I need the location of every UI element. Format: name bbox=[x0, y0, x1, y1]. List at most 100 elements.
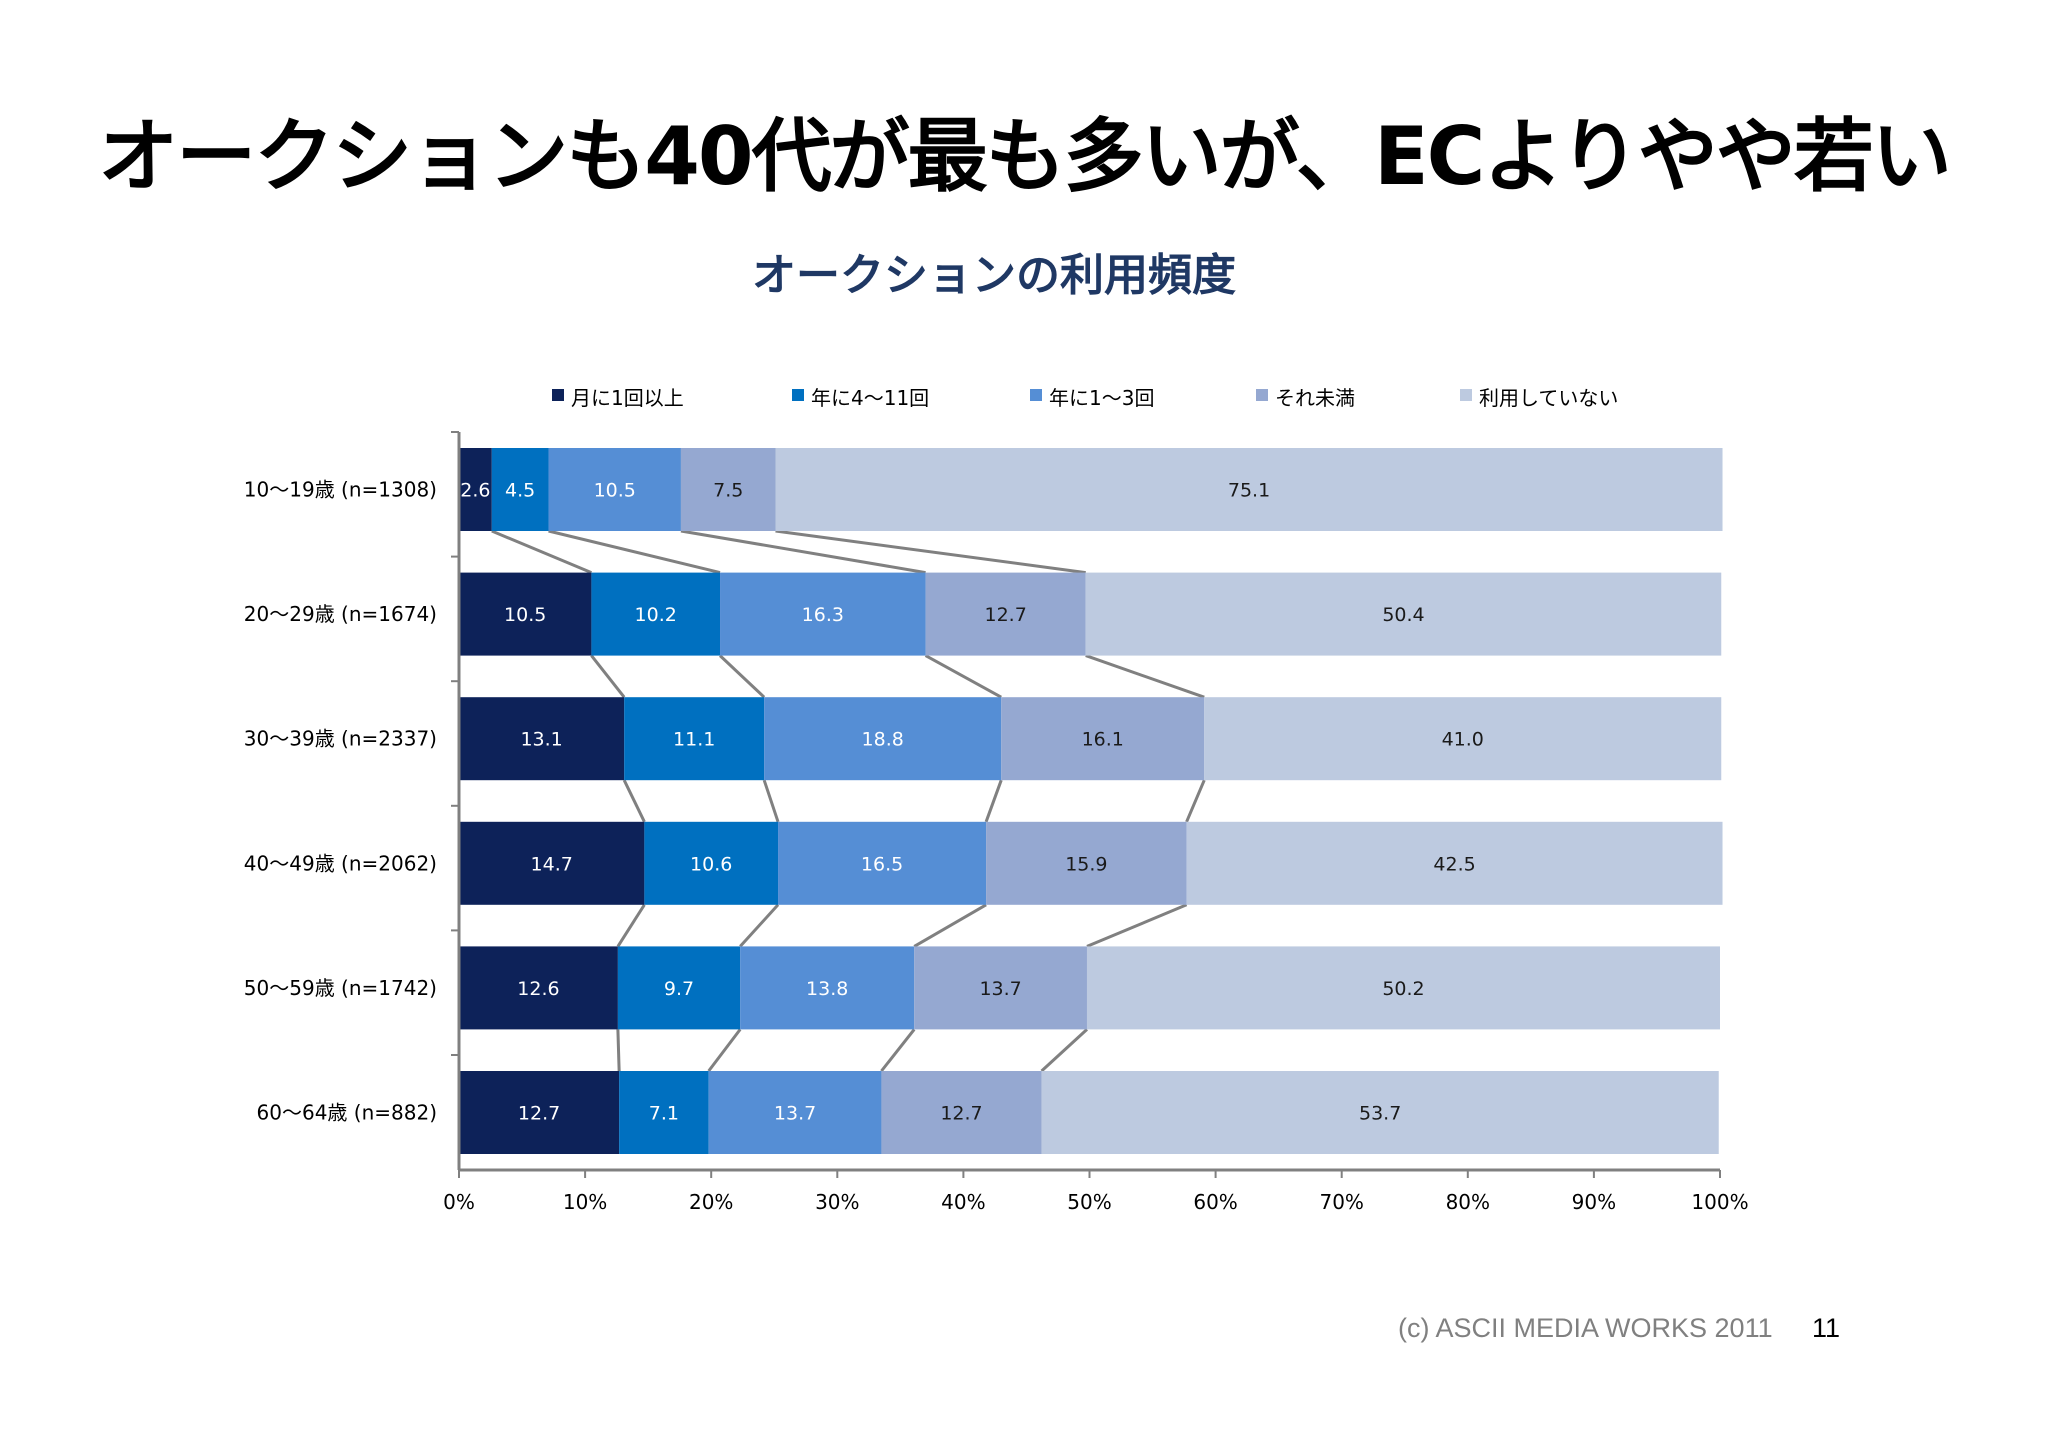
bar-segment bbox=[459, 572, 592, 656]
x-tick-label: 40% bbox=[941, 1190, 985, 1214]
bar-segment bbox=[986, 821, 1187, 905]
legend-swatch bbox=[1460, 389, 1472, 401]
data-label: 13.1 bbox=[520, 729, 562, 751]
series-line bbox=[616, 903, 646, 948]
category-label: 20～29歳 (n=1674) bbox=[244, 602, 437, 626]
legend-swatch bbox=[792, 389, 804, 401]
data-label: 16.5 bbox=[861, 853, 903, 875]
category-label: 40～49歳 (n=2062) bbox=[244, 851, 437, 875]
data-label: 10.5 bbox=[504, 604, 546, 626]
chart-title: オークションの利用頻度 bbox=[752, 250, 1236, 301]
data-label: 9.7 bbox=[664, 978, 694, 1000]
bar-segment bbox=[1186, 821, 1723, 905]
data-label: 15.9 bbox=[1065, 853, 1107, 875]
legend-label: 月に1回以上 bbox=[571, 386, 684, 410]
series-line bbox=[718, 654, 766, 699]
slide-title: オークションも40代が最も多いが、ECよりやや若い bbox=[98, 110, 1952, 203]
series-line bbox=[762, 779, 780, 823]
x-tick-label: 70% bbox=[1319, 1190, 1363, 1214]
series-line bbox=[548, 529, 721, 575]
bar-segment bbox=[619, 1071, 709, 1154]
bar-segment bbox=[680, 448, 776, 531]
bar-segment bbox=[881, 1071, 1042, 1154]
x-tick-label: 30% bbox=[815, 1190, 859, 1214]
data-label: 10.2 bbox=[635, 604, 677, 626]
series-line bbox=[1085, 654, 1205, 699]
x-tick-label: 100% bbox=[1691, 1190, 1748, 1214]
category-label: 60～64歳 (n=882) bbox=[257, 1101, 437, 1125]
bar-segment bbox=[775, 448, 1723, 531]
bar-segment bbox=[644, 821, 779, 905]
series-line bbox=[680, 529, 926, 575]
x-tick-label: 60% bbox=[1193, 1190, 1237, 1214]
bar-segment bbox=[459, 821, 645, 905]
bar-segment bbox=[1085, 572, 1722, 656]
data-label: 16.3 bbox=[802, 604, 844, 626]
bar-segment bbox=[778, 821, 987, 905]
legend-swatch bbox=[1256, 389, 1268, 401]
data-label: 12.7 bbox=[984, 604, 1026, 626]
data-label: 7.5 bbox=[713, 480, 743, 502]
x-tick-label: 50% bbox=[1067, 1190, 1111, 1214]
series-lines bbox=[491, 529, 1206, 1073]
data-label: 13.7 bbox=[774, 1103, 816, 1125]
data-label: 53.7 bbox=[1359, 1103, 1401, 1125]
x-tick-label: 20% bbox=[689, 1190, 733, 1214]
data-label: 41.0 bbox=[1442, 729, 1484, 751]
data-label: 4.5 bbox=[505, 480, 535, 502]
series-line bbox=[1185, 779, 1206, 823]
bar-segment bbox=[624, 697, 765, 781]
axis-group: 10～19歳 (n=1308) 20～29歳 (n=1674) 30～39歳 (n=… bbox=[244, 431, 1749, 1214]
bar-segment bbox=[708, 1071, 882, 1154]
data-label: 16.1 bbox=[1082, 729, 1124, 751]
series-line bbox=[739, 903, 780, 948]
series-line bbox=[491, 529, 592, 574]
bars-group bbox=[459, 448, 1723, 1154]
data-label: 14.7 bbox=[531, 853, 573, 875]
legend: 月に1回以上 年に4～11回 年に1～3回 それ未満 利用していない bbox=[552, 386, 1618, 410]
series-line bbox=[984, 779, 1003, 823]
data-label: 50.2 bbox=[1382, 978, 1424, 1000]
x-tick-label: 90% bbox=[1572, 1190, 1616, 1214]
x-tick-label: 10% bbox=[563, 1190, 607, 1214]
bar-segment bbox=[617, 946, 741, 1030]
data-label: 13.7 bbox=[979, 978, 1021, 1000]
bar-segment bbox=[740, 946, 915, 1030]
category-label: 10～19歳 (n=1308) bbox=[244, 478, 437, 502]
bar-segment bbox=[459, 946, 618, 1030]
category-label: 50～59歳 (n=1742) bbox=[244, 976, 437, 1000]
series-line bbox=[1086, 903, 1188, 948]
data-labels: 2.6 4.5 10.5 7.5 75.1 10.5 10.2 16.3 12.7 50.4 13.… bbox=[460, 480, 1484, 1125]
legend-swatch bbox=[1030, 389, 1042, 401]
series-line bbox=[913, 903, 987, 948]
data-label: 12.7 bbox=[518, 1103, 560, 1125]
series-line bbox=[1040, 1028, 1088, 1073]
legend-label: 年に4～11回 bbox=[811, 386, 929, 410]
x-tick-label: 0% bbox=[443, 1190, 475, 1214]
bar-segment bbox=[459, 448, 492, 531]
data-label: 10.5 bbox=[594, 480, 636, 502]
bar-segment bbox=[459, 697, 625, 781]
legend-label: それ未満 bbox=[1275, 386, 1355, 410]
data-label: 2.6 bbox=[460, 480, 490, 502]
bar-segment bbox=[925, 572, 1086, 656]
bar-segment bbox=[1001, 697, 1205, 781]
bar-segment bbox=[491, 448, 549, 531]
legend-label: 年に1～3回 bbox=[1049, 386, 1154, 410]
footer-credit: (c) ASCII MEDIA WORKS 2011 bbox=[1398, 1313, 1773, 1343]
bar-segment bbox=[1086, 946, 1720, 1030]
data-label: 50.4 bbox=[1382, 604, 1424, 626]
bar-segment bbox=[720, 572, 926, 656]
bar-segment bbox=[914, 946, 1087, 1030]
x-tick-label: 80% bbox=[1446, 1190, 1490, 1214]
bar-segment bbox=[591, 572, 721, 656]
page-number: 11 bbox=[1812, 1313, 1841, 1343]
data-label: 12.7 bbox=[940, 1103, 982, 1125]
legend-label: 利用していない bbox=[1479, 386, 1618, 410]
series-line bbox=[616, 1029, 621, 1072]
bar-segment bbox=[1204, 697, 1722, 781]
bar-segment bbox=[764, 697, 1002, 781]
series-line bbox=[775, 529, 1086, 575]
bar-segment bbox=[459, 1071, 620, 1154]
